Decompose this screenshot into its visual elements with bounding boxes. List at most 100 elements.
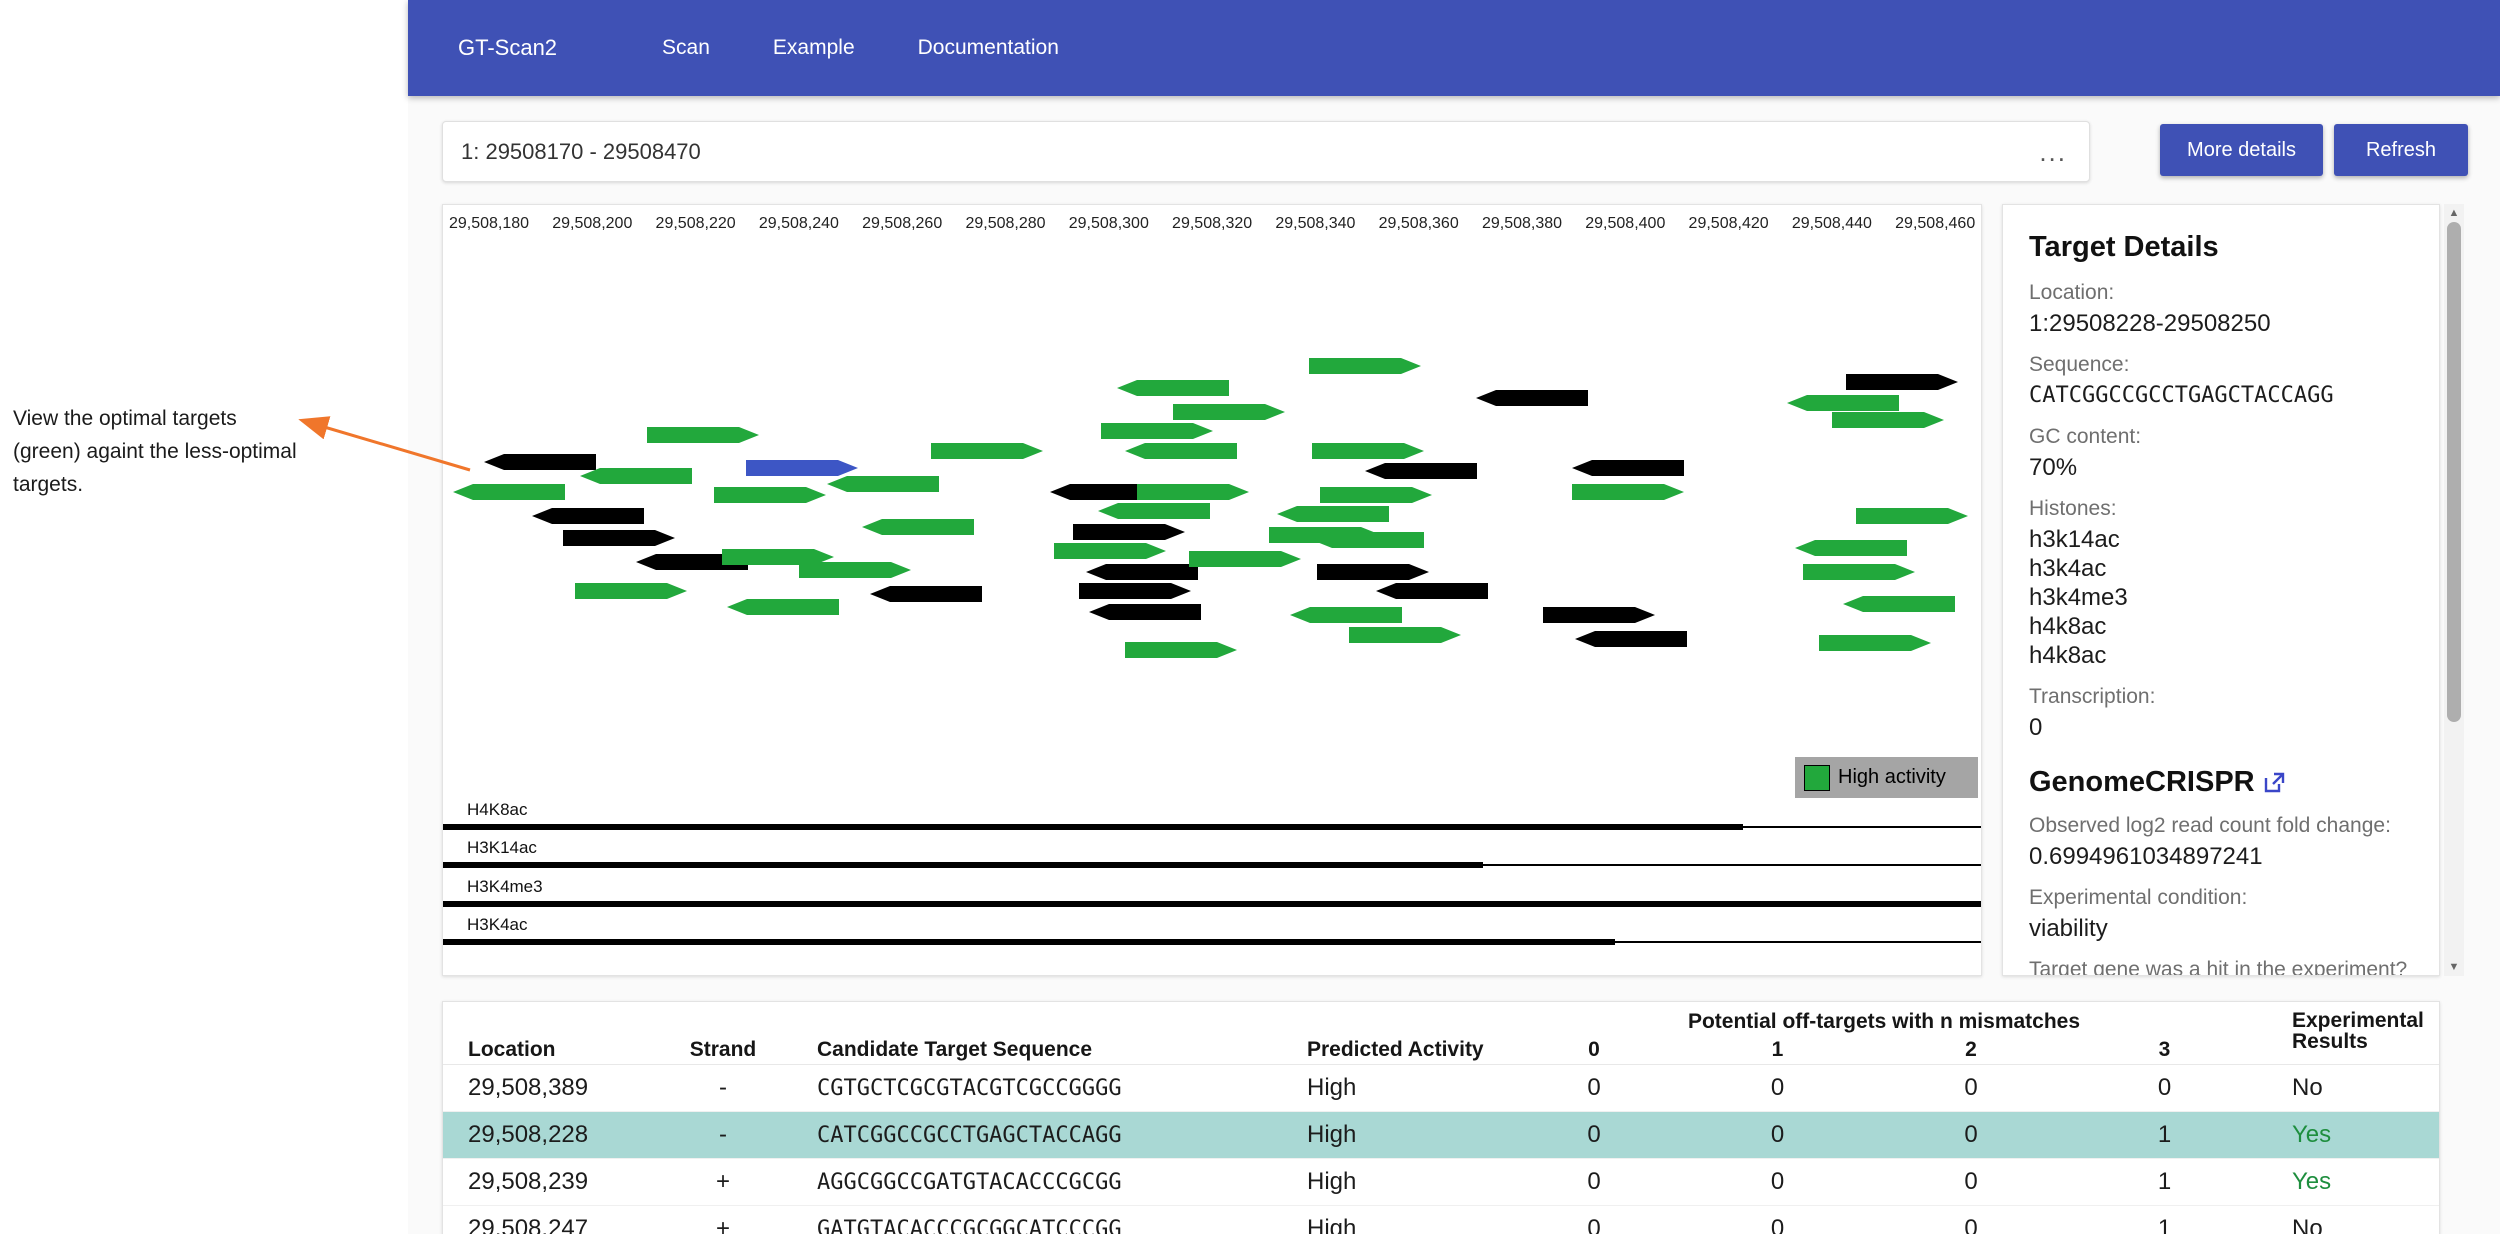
- detail-value: CATCGGCCGCCTGAGCTACCAGG: [2029, 381, 2413, 410]
- target-arrow[interactable]: [1795, 540, 1907, 556]
- cell-result: No: [2261, 1074, 2439, 1102]
- target-arrow[interactable]: [1787, 395, 1899, 411]
- target-arrow[interactable]: [870, 586, 982, 602]
- target-arrow[interactable]: [1137, 484, 1249, 500]
- target-arrow[interactable]: [1117, 380, 1229, 396]
- cell-mismatch: 0: [1507, 1121, 1681, 1149]
- target-arrow[interactable]: [1086, 564, 1198, 580]
- cell-result: Yes: [2261, 1168, 2439, 1196]
- target-arrow[interactable]: [1079, 583, 1191, 599]
- target-arrow[interactable]: [1125, 443, 1237, 459]
- target-arrow[interactable]: [1572, 484, 1684, 500]
- region-select[interactable]: 1: 29508170 - 29508470 ...: [442, 121, 2090, 182]
- target-arrow[interactable]: [1054, 543, 1166, 559]
- target-arrow[interactable]: [1277, 506, 1389, 522]
- more-details-button[interactable]: More details: [2160, 124, 2323, 176]
- detail-value: 70%: [2029, 453, 2413, 482]
- track-label: H3K14ac: [467, 838, 537, 858]
- detail-label: Transcription:: [2029, 684, 2413, 710]
- target-arrow[interactable]: [1125, 642, 1237, 658]
- target-arrow[interactable]: [1320, 487, 1432, 503]
- detail-label: Target gene was a hit in the experiment?: [2029, 957, 2413, 976]
- target-arrow[interactable]: [1832, 412, 1944, 428]
- target-arrow[interactable]: [563, 530, 675, 546]
- axis-tick: 29,508,180: [449, 215, 529, 233]
- cell-mismatch: 0: [1681, 1121, 1874, 1149]
- target-arrow[interactable]: [1846, 374, 1958, 390]
- target-arrow[interactable]: [1843, 596, 1955, 612]
- brand-gt-scan2[interactable]: GT-Scan2: [458, 35, 557, 61]
- cell-mismatch: 0: [1507, 1168, 1681, 1196]
- col-header-strand: Strand: [668, 1038, 778, 1062]
- nav-item-documentation[interactable]: Documentation: [918, 36, 1059, 60]
- axis-tick: 29,508,440: [1792, 215, 1872, 233]
- cell-sequence: GATGTACACCCGCGGCATCCCGG: [778, 1217, 1307, 1234]
- target-arrow[interactable]: [1089, 604, 1201, 620]
- detail-value: h3k14ac: [2029, 525, 2413, 554]
- target-arrow[interactable]: [1575, 631, 1687, 647]
- col-header-location: Location: [468, 1038, 556, 1062]
- target-arrow[interactable]: [862, 519, 974, 535]
- target-arrow[interactable]: [1572, 460, 1684, 476]
- target-arrow[interactable]: [1101, 423, 1213, 439]
- results-table: Potential off-targets with n mismatches …: [442, 1001, 2440, 1234]
- table-row[interactable]: 29,508,228-CATCGGCCGCCTGAGCTACCAGGHigh00…: [443, 1112, 2439, 1159]
- target-arrow[interactable]: [1349, 627, 1461, 643]
- target-arrow[interactable]: [647, 427, 759, 443]
- axis-tick: 29,508,320: [1172, 215, 1252, 233]
- target-arrow[interactable]: [575, 583, 687, 599]
- scrollbar-thumb[interactable]: [2447, 222, 2461, 722]
- table-row[interactable]: 29,508,239+AGGCGGCCGATGTACACCCGCGGHigh00…: [443, 1159, 2439, 1206]
- target-arrow[interactable]: [1312, 443, 1424, 459]
- genomecrispr-title: GenomeCRISPR: [2029, 766, 2255, 799]
- target-arrow[interactable]: [1376, 583, 1488, 599]
- target-arrow[interactable]: [1856, 508, 1968, 524]
- cell-strand: +: [668, 1168, 778, 1196]
- axis-tick: 29,508,400: [1585, 215, 1665, 233]
- scroll-down-icon[interactable]: ▼: [2444, 961, 2464, 973]
- cell-mismatch: 1: [2068, 1168, 2261, 1196]
- detail-value: 0: [2029, 713, 2413, 742]
- cell-mismatch: 0: [2068, 1074, 2261, 1102]
- details-scrollbar[interactable]: ▲ ▼: [2444, 204, 2464, 976]
- detail-value: h4k8ac: [2029, 641, 2413, 670]
- target-arrow[interactable]: [931, 443, 1043, 459]
- target-arrow[interactable]: [827, 476, 939, 492]
- target-arrow[interactable]: [1803, 564, 1915, 580]
- target-arrow[interactable]: [714, 487, 826, 503]
- cell-activity: High: [1307, 1215, 1507, 1234]
- cell-activity: High: [1307, 1168, 1507, 1196]
- target-arrow[interactable]: [1290, 607, 1402, 623]
- target-arrow[interactable]: [484, 454, 596, 470]
- detail-label: Histones:: [2029, 496, 2413, 522]
- detail-label: Sequence:: [2029, 352, 2413, 378]
- target-arrow[interactable]: [1098, 503, 1210, 519]
- target-arrow[interactable]: [532, 508, 644, 524]
- cell-location: 29,508,228: [468, 1121, 668, 1149]
- target-arrow[interactable]: [1365, 463, 1477, 479]
- table-row[interactable]: 29,508,247+GATGTACACCCGCGGCATCCCGGHigh00…: [443, 1206, 2439, 1234]
- nav-item-scan[interactable]: Scan: [662, 36, 710, 60]
- target-arrow[interactable]: [1312, 532, 1424, 548]
- table-row[interactable]: 29,508,389-CGTGCTCGCGTACGTCGCCGGGGHigh00…: [443, 1065, 2439, 1112]
- target-arrow[interactable]: [1317, 564, 1429, 580]
- refresh-button[interactable]: Refresh: [2334, 124, 2468, 176]
- target-arrow[interactable]: [727, 599, 839, 615]
- target-arrow[interactable]: [1543, 607, 1655, 623]
- axis-tick: 29,508,260: [862, 215, 942, 233]
- target-arrow[interactable]: [1073, 524, 1185, 540]
- region-options-icon[interactable]: ...: [2039, 142, 2067, 162]
- track-bar: [443, 901, 1981, 907]
- target-arrow[interactable]: [1819, 635, 1931, 651]
- scroll-up-icon[interactable]: ▲: [2444, 207, 2464, 219]
- nav-item-example[interactable]: Example: [773, 36, 855, 60]
- target-arrow[interactable]: [1189, 551, 1301, 567]
- cell-sequence: CATCGGCCGCCTGAGCTACCAGG: [778, 1123, 1307, 1148]
- target-arrow[interactable]: [580, 468, 692, 484]
- target-arrow[interactable]: [1476, 390, 1588, 406]
- external-link-icon[interactable]: [2262, 771, 2286, 795]
- target-arrow[interactable]: [1309, 358, 1421, 374]
- target-arrow[interactable]: [1173, 404, 1285, 420]
- target-arrow[interactable]: [799, 562, 911, 578]
- target-arrow[interactable]: [746, 460, 858, 476]
